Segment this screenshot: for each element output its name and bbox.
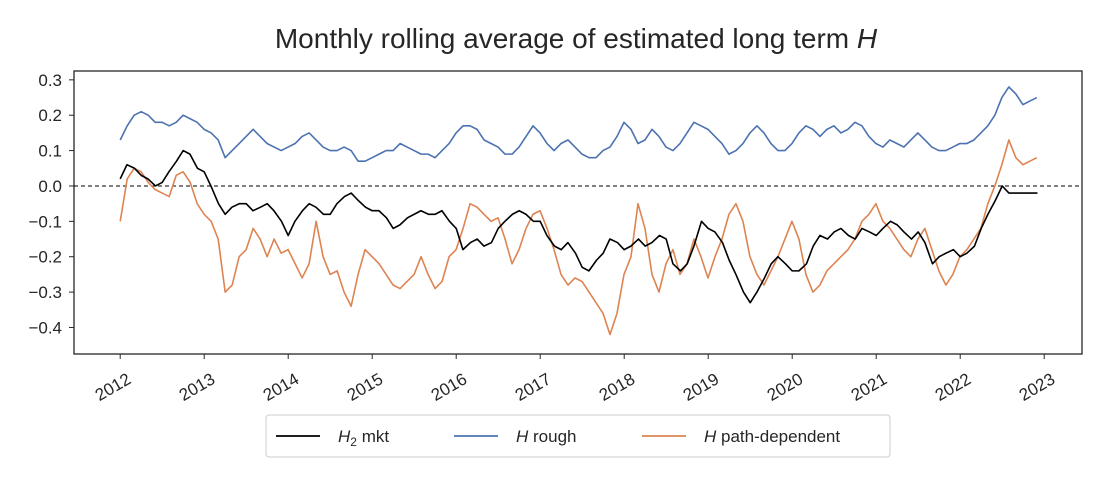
series-line-h-path-dependent: [119, 139, 1038, 336]
y-tick-label: 0.3: [38, 71, 62, 90]
x-tick-label: 2014: [260, 369, 302, 404]
x-tick-label: 2012: [92, 369, 134, 404]
chart-title-text: Monthly rolling average of estimated lon…: [275, 23, 857, 54]
y-axis: 0.3 0.2 0.1 0.0 −0.1 −0.2 −0.3 −0.4: [28, 71, 74, 337]
legend-label-rest: mkt: [357, 427, 389, 446]
series-line-h-rough: [119, 86, 1038, 163]
x-tick-label: 2023: [1016, 369, 1058, 404]
legend-label: H rough: [516, 427, 576, 446]
legend-label-symbol: H: [338, 427, 351, 446]
y-tick-label: 0.1: [38, 142, 62, 161]
chart-title-italic: H: [857, 23, 878, 54]
x-tick-label: 2022: [932, 369, 974, 404]
y-tick-label: −0.4: [28, 318, 62, 337]
series-line-h2-mkt: [119, 149, 1038, 304]
legend: H2 mkt H rough H path-dependent: [265, 414, 891, 458]
x-tick-label: 2019: [680, 369, 722, 404]
x-tick-label: 2020: [764, 369, 806, 404]
chart-title: Monthly rolling average of estimated lon…: [275, 23, 878, 54]
x-tick-label: 2016: [428, 369, 470, 404]
legend-label-subscript: 2: [350, 435, 357, 449]
y-tick-label: −0.3: [28, 283, 62, 302]
legend-label-rest: rough: [528, 427, 576, 446]
y-tick-label: −0.2: [28, 248, 62, 267]
legend-label-symbol: H: [516, 427, 529, 446]
y-tick-label: 0.2: [38, 106, 62, 125]
x-tick-label: 2018: [596, 369, 638, 404]
x-axis: 2012 2013 2014 2015 2016 2017 2018 2019 2020 2021…: [92, 354, 1058, 405]
series-layer: [119, 86, 1038, 336]
legend-label-symbol: H: [704, 427, 717, 446]
x-tick-label: 2021: [848, 369, 890, 404]
plot-area: [73, 70, 1083, 355]
legend-box: [265, 414, 891, 458]
y-tick-label: −0.1: [28, 212, 62, 231]
x-tick-label: 2017: [512, 369, 554, 404]
x-tick-label: 2013: [176, 369, 218, 404]
legend-label-rest: path-dependent: [716, 427, 840, 446]
legend-label: H2 mkt: [338, 427, 389, 449]
y-tick-label: 0.0: [38, 177, 62, 196]
legend-label: H path-dependent: [704, 427, 840, 446]
x-tick-label: 2015: [344, 369, 386, 404]
